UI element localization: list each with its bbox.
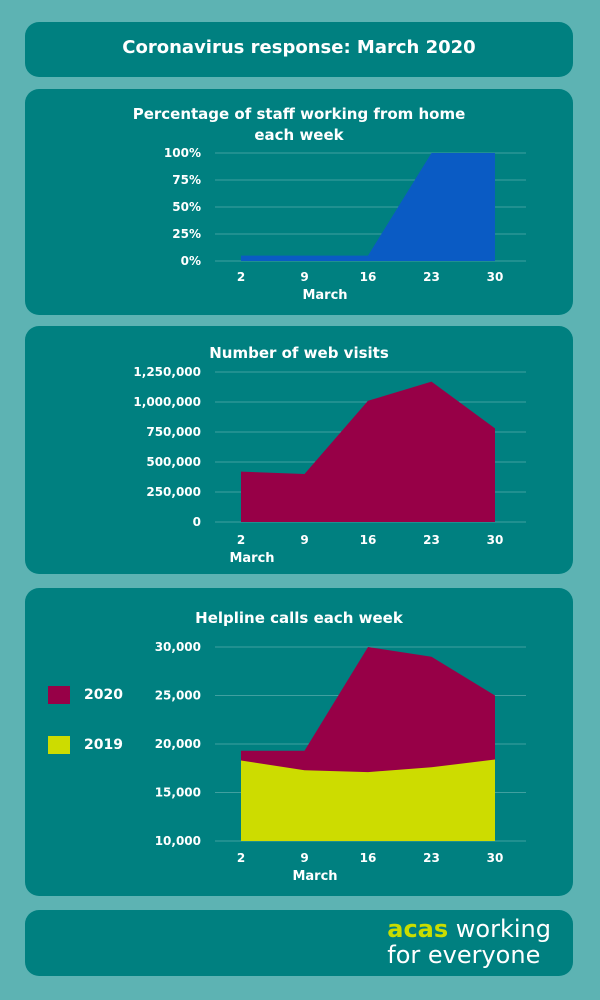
logo-tagline-line1: working	[455, 915, 551, 943]
x-tick-label: 9	[300, 851, 308, 865]
acas-logo: acas working for everyone	[387, 916, 551, 968]
x-tick-label: 2	[237, 851, 245, 865]
legend-label: 2019	[84, 737, 123, 753]
x-tick-label: 23	[423, 270, 440, 284]
y-tick-label: 1,250,000	[133, 365, 201, 379]
y-tick-label: 25,000	[155, 689, 201, 703]
chart-panel-web-visits: Number of web visits 0 250,000 500,000 750,…	[25, 326, 573, 574]
x-tick-label: 9	[300, 533, 308, 547]
y-tick-label: 250,000	[146, 485, 201, 499]
x-tick-label: 16	[360, 533, 377, 547]
x-tick-label: 9	[300, 270, 308, 284]
area-series-2019	[241, 759, 495, 841]
x-tick-label: 16	[360, 851, 377, 865]
x-tick-label: 30	[487, 851, 504, 865]
x-tick-label: 23	[423, 533, 440, 547]
area-series-series-0	[241, 381, 495, 522]
x-axis-label: March	[292, 869, 337, 884]
chart-panel-helpline-calls: Helpline calls each week 2020 2019 10,00…	[25, 588, 573, 896]
x-axis-label: March	[229, 551, 274, 566]
y-tick-label: 500,000	[146, 455, 201, 469]
footer-banner: acas working for everyone	[25, 910, 573, 976]
y-tick-label: 750,000	[146, 425, 201, 439]
x-tick-label: 16	[360, 270, 377, 284]
legend-item-2019: 2019	[48, 735, 123, 755]
chart-web-visits: 0 250,000 500,000 750,000 1,000,000 1,250,000…	[133, 365, 526, 566]
y-tick-label: 0	[193, 515, 201, 529]
x-tick-label: 30	[487, 533, 504, 547]
y-tick-label: 75%	[172, 173, 201, 187]
y-tick-label: 25%	[172, 227, 201, 241]
y-tick-label: 15,000	[155, 786, 201, 800]
chart-title: Number of web visits	[209, 344, 389, 362]
logo-tagline-line2: for everyone	[387, 941, 541, 969]
y-tick-label: 20,000	[155, 737, 201, 751]
x-tick-label: 30	[487, 270, 504, 284]
legend-label: 2020	[84, 687, 123, 703]
header-banner: Coronavirus response: March 2020	[25, 22, 573, 77]
chart-title: Percentage of staff working from home ea…	[132, 105, 466, 144]
y-tick-label: 0%	[181, 254, 201, 268]
chart-title: Helpline calls each week	[195, 609, 403, 627]
y-tick-label: 30,000	[155, 640, 201, 654]
legend-item-2020: 2020	[48, 685, 123, 705]
y-tick-label: 1,000,000	[133, 395, 201, 409]
x-axis-label: March	[302, 288, 347, 303]
y-tick-label: 100%	[164, 146, 201, 160]
y-tick-label: 10,000	[155, 834, 201, 848]
chart-helpline-calls: 10,000 15,000 20,000 25,000 30,000 2 9 16 23 30 Ma…	[155, 640, 526, 884]
legend-swatch	[48, 686, 70, 704]
page-title: Coronavirus response: March 2020	[122, 37, 476, 58]
x-tick-label: 2	[237, 270, 245, 284]
x-tick-label: 2	[237, 533, 245, 547]
legend-swatch	[48, 736, 70, 754]
chart-panel-staff-wfh: Percentage of staff working from home ea…	[25, 89, 573, 315]
chart-staff-wfh: 0% 25% 50% 75% 100% 2 9 16 23 30 March	[164, 146, 526, 303]
x-tick-label: 23	[423, 851, 440, 865]
y-tick-label: 50%	[172, 200, 201, 214]
logo-brand: acas	[387, 915, 449, 943]
area-series-series-0	[241, 153, 495, 261]
